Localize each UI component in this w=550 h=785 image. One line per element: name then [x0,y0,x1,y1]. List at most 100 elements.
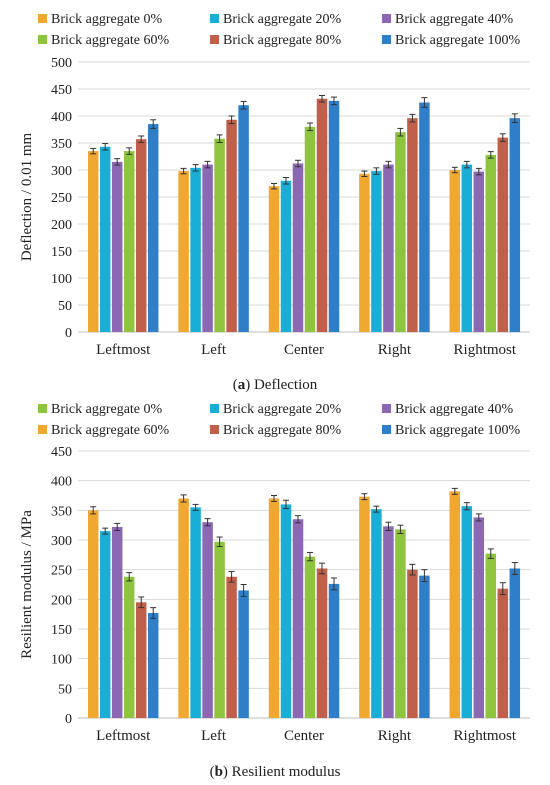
y-tick-label: 450 [51,83,72,98]
bar-right-series-5 [419,575,430,718]
bar-rightmost-series-4 [497,588,509,718]
legend-label-0: Brick aggregate 0% [51,402,163,417]
y-tick-label: 300 [51,534,72,549]
legend-label-2: Brick aggregate 40% [395,402,514,417]
resilient-modulus-caption-letter: b [214,764,223,780]
bar-center-series-2 [292,519,304,718]
bar-center-series-4 [316,568,328,718]
y-tick-label: 400 [51,110,72,125]
legend-label-3: Brick aggregate 60% [51,33,170,48]
bar-left-series-2 [202,522,213,718]
bar-rightmost-series-5 [509,568,521,718]
resilient-modulus-chart-panel: Brick aggregate 0% Brick aggregate 20% Bri… [0,398,550,785]
bar-center-series-4 [316,98,328,332]
bar-leftmost-series-3 [123,576,135,718]
y-tick-label: 500 [51,56,72,71]
bar-right-series-4 [407,118,418,332]
y-tick-label: 50 [58,299,72,314]
bar-leftmost-series-5 [147,124,159,332]
x-tick-label-rightmost: Rightmost [454,728,517,744]
y-tick-label: 100 [51,272,72,287]
bar-right-series-0 [359,173,370,332]
legend-label-0: Brick aggregate 0% [51,12,163,27]
bar-leftmost-series-1 [99,531,111,718]
y-axis-title: Resilient modulus / MPa [19,510,35,659]
bar-rightmost-series-5 [509,118,521,332]
bar-rightmost-series-0 [449,491,461,718]
bar-rightmost-series-4 [497,137,509,332]
bar-center-series-0 [268,186,280,332]
y-tick-label: 250 [51,191,72,206]
y-tick-label: 0 [65,712,72,727]
bar-right-series-2 [383,526,394,718]
bar-right-series-3 [395,132,406,332]
bar-rightmost-series-1 [461,506,473,718]
legend-marker-5 [382,35,391,44]
bar-leftmost-series-4 [135,139,147,332]
legend-marker-4 [210,425,219,434]
bar-rightmost-series-3 [485,553,497,718]
bar-left-series-0 [178,171,189,332]
y-tick-label: 150 [51,245,72,260]
bar-left-series-3 [214,138,225,332]
y-tick-label: 0 [65,326,72,341]
legend-label-1: Brick aggregate 20% [223,402,342,417]
legend-label-3: Brick aggregate 60% [51,423,170,438]
x-tick-label-leftmost: Leftmost [96,342,151,358]
legend-label-2: Brick aggregate 40% [395,12,514,27]
bar-left-series-1 [190,167,201,332]
bar-center-series-2 [292,163,304,332]
legend-marker-4 [210,35,219,44]
bar-left-series-1 [190,507,201,718]
x-tick-label-leftmost: Leftmost [96,728,151,744]
bar-rightmost-series-2 [473,517,485,718]
y-tick-label: 450 [51,445,72,460]
bar-left-series-0 [178,498,189,718]
deflection-caption: (a) Deflection [232,377,318,393]
y-tick-label: 150 [51,623,72,638]
y-tick-label: 100 [51,653,72,668]
x-tick-label-right: Right [378,728,412,744]
legend-marker-2 [382,404,391,413]
x-tick-label-left: Left [201,342,227,358]
bar-leftmost-series-2 [111,526,123,718]
resilient-modulus-caption-text: Resilient modulus [231,764,341,780]
bar-leftmost-series-1 [99,146,111,332]
legend-label-4: Brick aggregate 80% [223,423,342,438]
bar-leftmost-series-3 [123,151,135,332]
bar-right-series-1 [371,509,382,718]
bar-center-series-3 [304,556,316,718]
bar-left-series-5 [238,590,249,718]
legend-marker-0 [38,404,47,413]
bar-right-series-1 [371,171,382,332]
bar-right-series-2 [383,164,394,332]
bar-center-series-1 [280,180,292,332]
bar-center-series-3 [304,126,316,332]
bar-right-series-5 [419,102,430,332]
y-tick-label: 250 [51,564,72,579]
legend-marker-5 [382,425,391,434]
bar-center-series-1 [280,504,292,718]
bar-right-series-0 [359,496,370,718]
legend-label-5: Brick aggregate 100% [395,33,521,48]
bar-leftmost-series-4 [135,602,147,718]
x-tick-label-center: Center [284,342,324,358]
bar-leftmost-series-0 [87,510,99,718]
deflection-caption-text: Deflection [253,377,318,393]
legend-label-1: Brick aggregate 20% [223,12,342,27]
legend-marker-3 [38,35,47,44]
bar-right-series-4 [407,569,418,718]
y-tick-label: 50 [58,682,72,697]
resilient-modulus-caption: (b) Resilient modulus [209,764,341,780]
bar-center-series-5 [328,583,340,718]
legend-marker-1 [210,14,219,23]
y-tick-label: 200 [51,593,72,608]
bar-leftmost-series-0 [87,151,99,332]
bar-center-series-0 [268,498,280,718]
bar-leftmost-series-5 [147,612,159,718]
y-tick-label: 350 [51,137,72,152]
bar-rightmost-series-2 [473,171,485,332]
bar-right-series-3 [395,529,406,718]
y-tick-label: 200 [51,218,72,233]
deflection-caption-letter: a [237,377,246,393]
